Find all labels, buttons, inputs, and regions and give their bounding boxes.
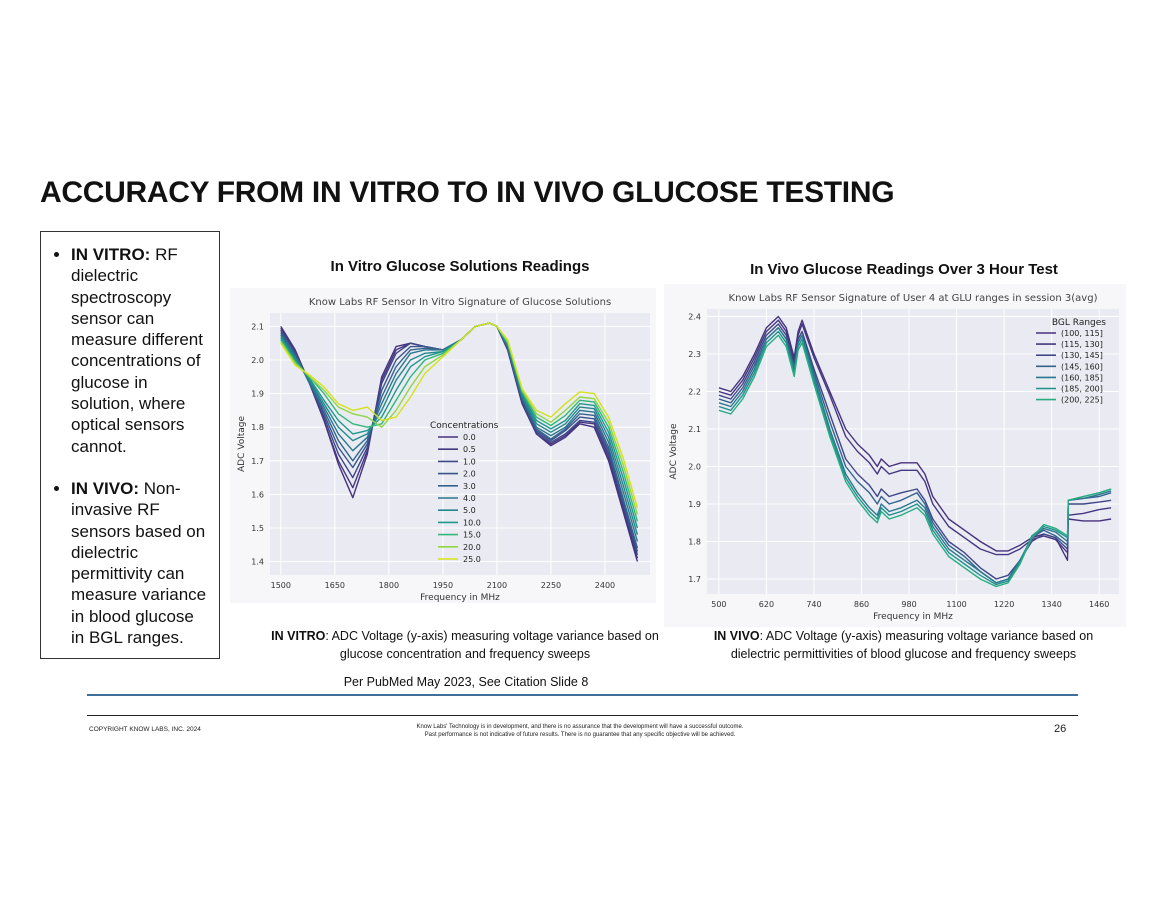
x-axis-label: Frequency in MHz [420, 593, 500, 603]
y-axis-label: ADC Voltage [237, 416, 247, 472]
page-number: 26 [1054, 723, 1067, 735]
bullet-label: IN VITRO: [71, 245, 151, 264]
in-vivo-chart: 500 620 740 860 980 1100 1220 1340 1460 1.7 1.8 1.9… [664, 284, 1126, 627]
bullet-text: Non-invasive RF sensors based on dielect… [71, 478, 207, 648]
x-tick-label: 620 [759, 600, 774, 609]
plot-area [707, 309, 1119, 594]
chart-title: Know Labs RF Sensor In Vitro Signature o… [309, 297, 611, 308]
legend-label: (145, 160] [1061, 362, 1103, 371]
x-tick-label: 860 [854, 600, 869, 609]
y-tick-label: 1.7 [251, 457, 264, 466]
y-tick-label: 2.1 [251, 322, 264, 331]
legend-label: 20.0 [463, 543, 481, 552]
x-tick-label: 1460 [1089, 600, 1109, 609]
legend-label: (185, 200] [1061, 385, 1103, 394]
series-line [718, 327, 1112, 584]
legend-label: (200, 225] [1061, 396, 1103, 405]
series-line [718, 334, 1112, 588]
legend-label: (160, 185] [1061, 373, 1103, 382]
right-caption: IN VIVO: ADC Voltage (y-axis) measuring … [706, 628, 1101, 663]
legend-label: 25.0 [463, 555, 481, 564]
legend-label: 3.0 [463, 482, 476, 491]
x-tick-label: 2250 [541, 581, 561, 590]
bullet-in-vitro: IN VITRO: RF dielectric spectroscopy sen… [71, 244, 211, 457]
legend-label: 2.0 [463, 470, 476, 479]
y-tick-label: 2.4 [688, 313, 701, 322]
legend-label: (100, 115] [1061, 329, 1103, 338]
legend-label: (130, 145] [1061, 351, 1103, 360]
y-tick-label: 2.2 [688, 388, 701, 397]
x-tick-label: 1340 [1041, 600, 1061, 609]
y-tick-label: 2.1 [688, 425, 701, 434]
y-tick-label: 1.6 [251, 490, 264, 499]
y-tick-label: 1.7 [688, 575, 701, 584]
bullet-text: RF dielectric spectroscopy sensor can me… [71, 245, 203, 456]
legend-title: BGL Ranges [1052, 318, 1106, 328]
right-chart-heading: In Vivo Glucose Readings Over 3 Hour Tes… [750, 261, 1058, 278]
right-caption-text: : ADC Voltage (y-axis) measuring voltage… [730, 629, 1094, 661]
bullet-list: IN VITRO: RF dielectric spectroscopy sen… [51, 244, 211, 648]
x-tick-label: 500 [711, 600, 726, 609]
y-tick-label: 2.0 [688, 463, 701, 472]
chart-title: Know Labs RF Sensor Signature of User 4 … [729, 293, 1098, 304]
citation: Per PubMed May 2023, See Citation Slide … [343, 675, 589, 689]
disclaimer-line: Know Labs' Technology is in development,… [416, 724, 744, 730]
y-axis-label: ADC Voltage [669, 423, 679, 479]
in-vitro-chart: 1500 1650 1800 1950 2100 2250 2400 1.4 1.5 1.6 1.7… [230, 288, 656, 603]
legend-label: 5.0 [463, 506, 476, 515]
y-tick-label: 1.8 [688, 538, 701, 547]
x-tick-label: 2100 [487, 581, 507, 590]
x-tick-label: 1650 [325, 581, 345, 590]
x-tick-label: 1950 [433, 581, 453, 590]
x-tick-label: 980 [901, 600, 916, 609]
footer-black-rule [87, 715, 1078, 716]
y-tick-label: 1.5 [251, 524, 264, 533]
legend-label: 15.0 [463, 531, 481, 540]
x-tick-label: 1220 [994, 600, 1014, 609]
y-tick-label: 1.8 [251, 423, 264, 432]
y-tick-label: 2.0 [251, 356, 264, 365]
bullet-box: IN VITRO: RF dielectric spectroscopy sen… [40, 231, 220, 659]
legend-label: 0.5 [463, 445, 476, 454]
legend-title: Concentrations [430, 421, 499, 431]
disclaimer-line: Past performance is not indicative of fu… [424, 732, 736, 738]
series-line [718, 330, 1112, 586]
bullet-label: IN VIVO: [71, 478, 140, 498]
y-tick-label: 2.3 [688, 350, 701, 359]
x-tick-label: 1800 [379, 581, 399, 590]
legend-label: 0.0 [463, 433, 476, 442]
footer-blue-rule [87, 694, 1078, 696]
x-tick-label: 740 [806, 600, 821, 609]
y-tick-label: 1.4 [251, 558, 264, 567]
legend-label: (115, 130] [1061, 340, 1103, 349]
legend-label: 10.0 [463, 518, 481, 527]
x-tick-label: 2400 [595, 581, 615, 590]
x-axis-label: Frequency in MHz [873, 612, 953, 622]
series-line [718, 323, 1112, 580]
series-line [280, 322, 639, 508]
left-caption-label: IN VITRO [271, 629, 326, 643]
plot-area [270, 313, 650, 575]
copyright: COPYRIGHT KNOW LABS, INC. 2024 [89, 726, 201, 733]
left-caption-text: : ADC Voltage (y-axis) measuring voltage… [325, 629, 659, 661]
y-tick-label: 1.9 [251, 390, 264, 399]
slide-title: ACCURACY FROM IN VITRO TO IN VIVO GLUCOS… [40, 176, 895, 209]
bullet-in-vivo: IN VIVO: Non-invasive RF sensors based o… [71, 478, 211, 648]
left-chart-heading: In Vitro Glucose Solutions Readings [330, 258, 590, 275]
legend-label: 4.0 [463, 494, 476, 503]
y-tick-label: 1.9 [688, 500, 701, 509]
x-tick-label: 1100 [946, 600, 966, 609]
right-caption-label: IN VIVO [713, 629, 760, 643]
x-tick-label: 1500 [271, 581, 291, 590]
legend-label: 1.0 [463, 457, 476, 466]
left-caption: IN VITRO: ADC Voltage (y-axis) measuring… [265, 628, 665, 663]
series-line [718, 319, 1112, 556]
disclaimer: Know Labs' Technology is in development,… [360, 723, 800, 739]
